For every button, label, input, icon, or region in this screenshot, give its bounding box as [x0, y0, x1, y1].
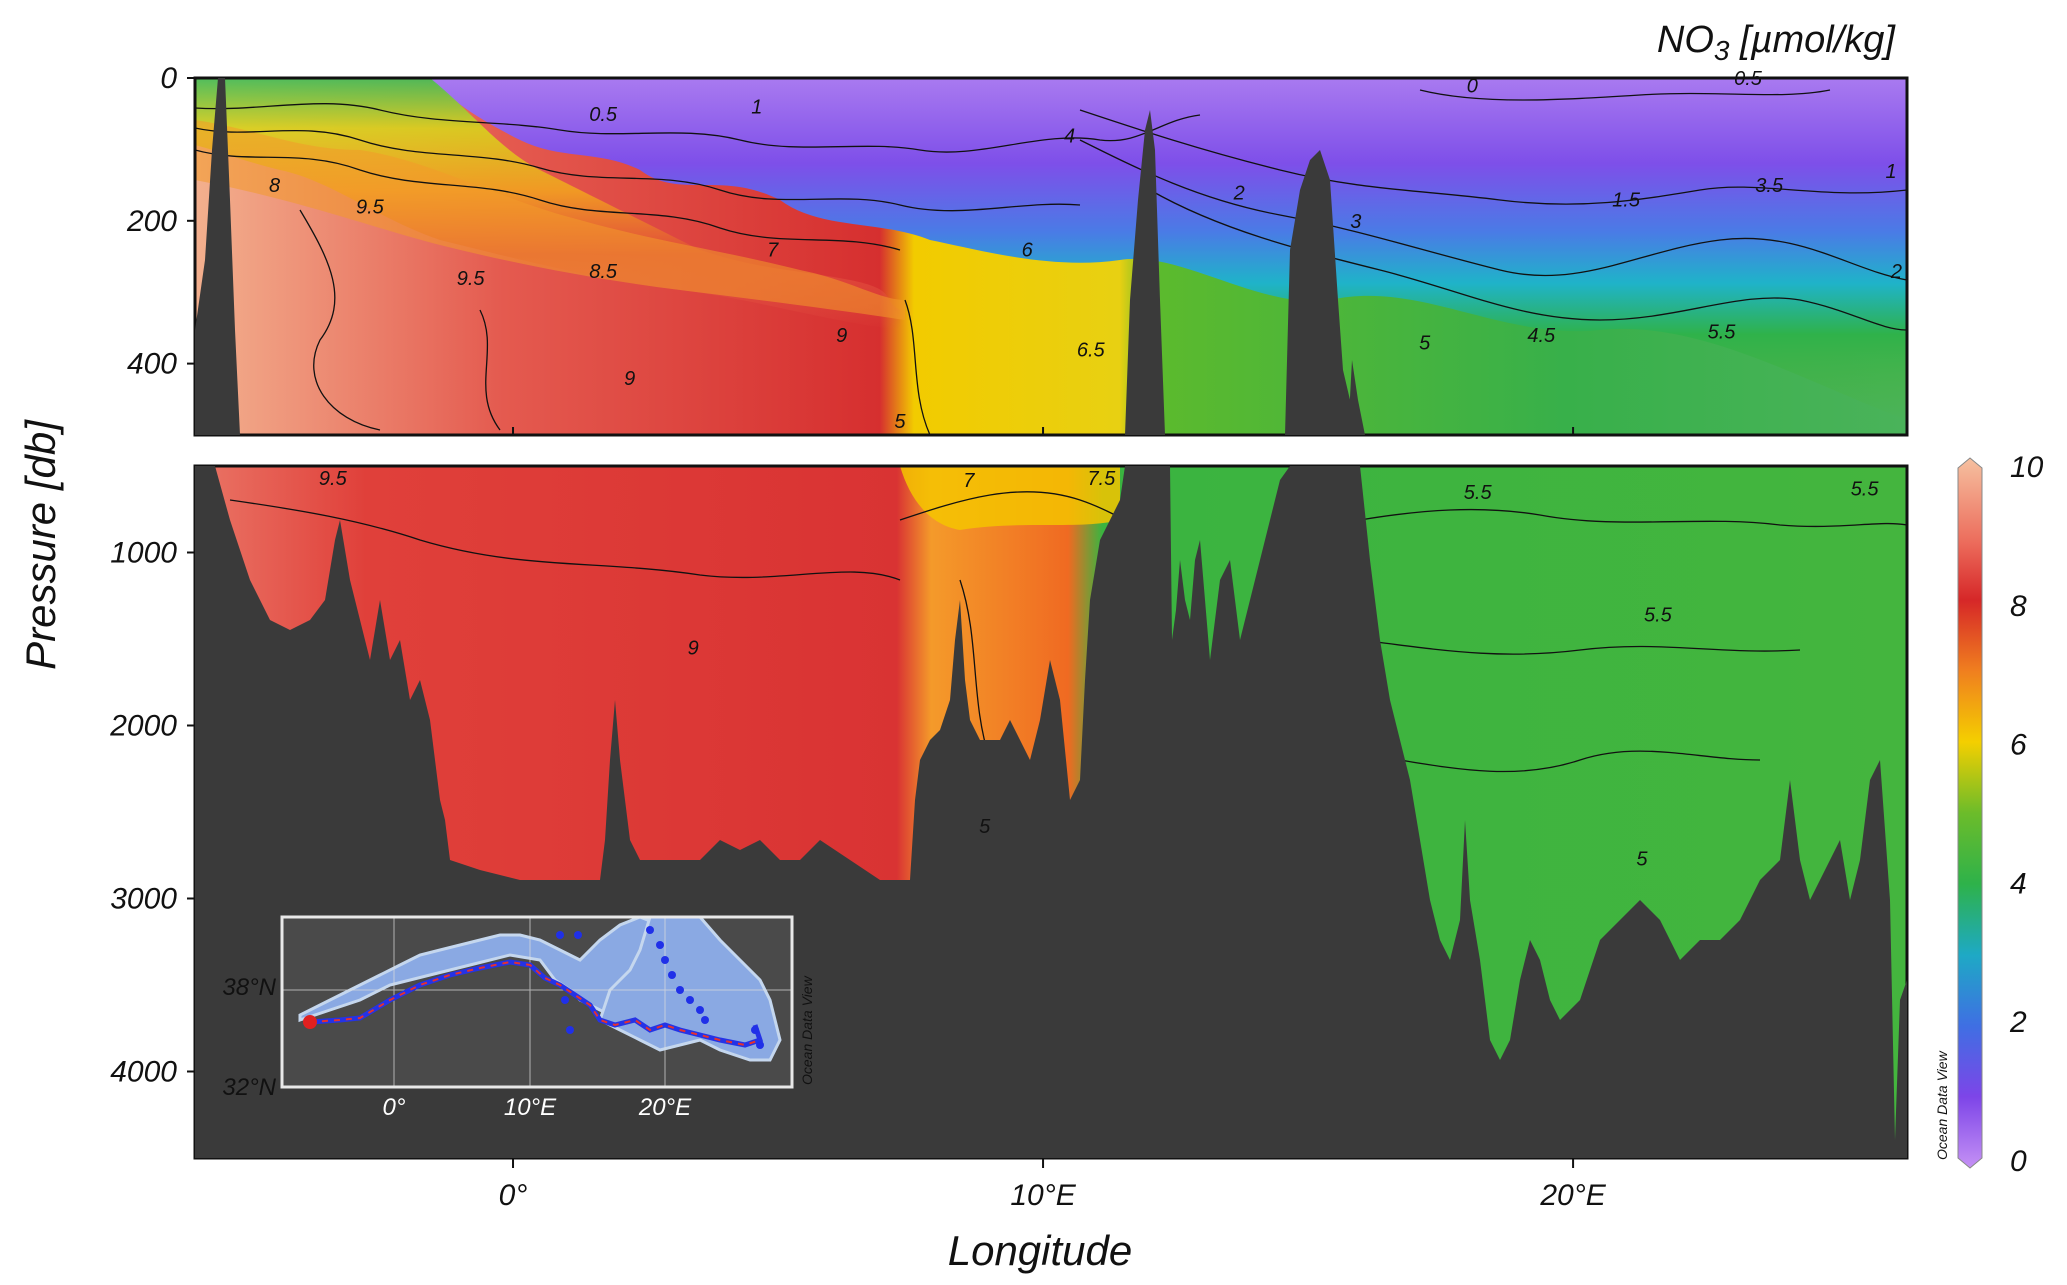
y-tick-label: 0 — [160, 62, 177, 95]
upper-panel-frame — [193, 76, 1909, 437]
colorbar: 10 8 6 4 2 0 Ocean Data View — [1934, 451, 2044, 1178]
lower-contours — [229, 491, 1907, 773]
contour-label: 7 — [767, 240, 779, 262]
y-axis-ticks: 0 200 400 1000 2000 3000 4000 — [109, 62, 195, 1089]
contour-label: 9.5 — [319, 468, 348, 490]
chart-title: NO3 [µmol/kg] — [1657, 19, 1897, 66]
contour-label: 5.5 — [1644, 605, 1673, 627]
title-main: NO — [1657, 19, 1714, 61]
title-unit: [µmol/kg] — [1730, 19, 1897, 61]
colorbar-tick-label: 0 — [2010, 1145, 2027, 1178]
y-tick-label: 4000 — [110, 1056, 177, 1089]
contour-label: 5 — [894, 411, 906, 433]
colorbar-tick-label: 8 — [2010, 590, 2027, 623]
contour-label: 0.5 — [589, 104, 618, 126]
inset-lon-0: 0° — [383, 1094, 406, 1121]
x-axis-title: Longitude — [948, 1227, 1133, 1274]
inset-lat-32n: 32°N — [222, 1074, 276, 1101]
contour-label: 2 — [1890, 261, 1902, 283]
upper-panel — [195, 78, 1907, 435]
y-tick-label: 2000 — [109, 710, 177, 743]
contour-label: 5.5 — [1464, 482, 1493, 504]
contour-label: 0.5 — [1734, 68, 1763, 90]
colorbar-watermark: Ocean Data View — [1934, 1050, 1950, 1160]
contour-label: 8 — [269, 175, 280, 197]
inset-lon-20e: 20°E — [638, 1094, 692, 1121]
contour-label: 5 — [979, 816, 991, 838]
contour-label: 5 — [1636, 849, 1648, 871]
colorbar-tick-label: 6 — [2010, 729, 2027, 762]
inset-watermark: Ocean Data View — [799, 975, 815, 1085]
upper-contours — [195, 89, 1907, 435]
y-tick-label: 3000 — [110, 883, 177, 916]
contour-label: 9.5 — [356, 197, 385, 219]
contour-label: 2 — [1233, 182, 1245, 204]
lower-yellow-patch — [900, 466, 1120, 530]
y-axis-title: Pressure [db] — [17, 419, 64, 670]
inset-lat-38n: 38°N — [222, 974, 276, 1001]
upper-surface-field — [430, 78, 1907, 420]
contour-label: 0 — [1467, 75, 1478, 97]
contour-label: 1 — [751, 97, 762, 119]
inset-frame — [280, 915, 794, 1089]
x-tick-label: 20°E — [1539, 1179, 1606, 1212]
contour-label: 7 — [963, 470, 975, 492]
contour-label: 6.5 — [1077, 339, 1106, 361]
cruise-start-marker — [303, 1015, 317, 1029]
colorbar-ticks: 10 8 6 4 2 0 — [2009, 451, 2044, 1178]
y-tick-label: 400 — [127, 348, 177, 381]
contour-label: 5 — [1419, 332, 1431, 354]
contour-label: 5.5 — [1708, 322, 1737, 344]
colorbar-body — [1957, 457, 1983, 1169]
contour-label: 9 — [624, 368, 635, 390]
contour-labels: 0.5 1 4 0 0.5 1 2 1.5 3.5 3 2 8 9.5 9.5 8.5 7 6 9 9 6.5 5 4.5… — [269, 68, 1902, 870]
inset-grid — [282, 917, 792, 1087]
inset-map: 38°N 32°N 0° 10°E 20°E Ocean Data View — [222, 915, 815, 1121]
inset-lon-10e: 10°E — [504, 1094, 557, 1121]
contour-label: 4.5 — [1527, 325, 1556, 347]
title-subscript: 3 — [1714, 35, 1730, 66]
contour-label: 4 — [1064, 125, 1075, 147]
contour-label: 3.5 — [1755, 175, 1784, 197]
contour-label: 7.5 — [1087, 468, 1116, 490]
svg-text:NO3 [µmol/kg]: NO3 [µmol/kg] — [1657, 19, 1897, 66]
contour-label: 1.5 — [1612, 190, 1641, 212]
contour-label: 9 — [836, 325, 847, 347]
station-dots — [556, 926, 764, 1049]
x-tick-label: 10°E — [1010, 1179, 1076, 1212]
x-tick-label: 0° — [499, 1179, 528, 1212]
contour-label: 8.5 — [589, 261, 618, 283]
colorbar-tick-label: 10 — [2010, 451, 2044, 484]
contour-label: 1 — [1886, 161, 1897, 183]
contour-label: 9 — [688, 638, 699, 660]
contour-label: 3 — [1350, 211, 1361, 233]
colorbar-tick-label: 4 — [2010, 867, 2027, 900]
contour-label: 6 — [1022, 240, 1034, 262]
contour-label: 5.5 — [1851, 478, 1880, 500]
contour-label: 9.5 — [457, 268, 486, 290]
y-tick-label: 1000 — [110, 537, 177, 570]
y-tick-label: 200 — [126, 205, 177, 238]
x-axis-ticks: 0° 10°E 20°E — [499, 427, 1607, 1212]
upper-orange-band — [195, 120, 905, 320]
colorbar-tick-label: 2 — [2009, 1006, 2027, 1039]
